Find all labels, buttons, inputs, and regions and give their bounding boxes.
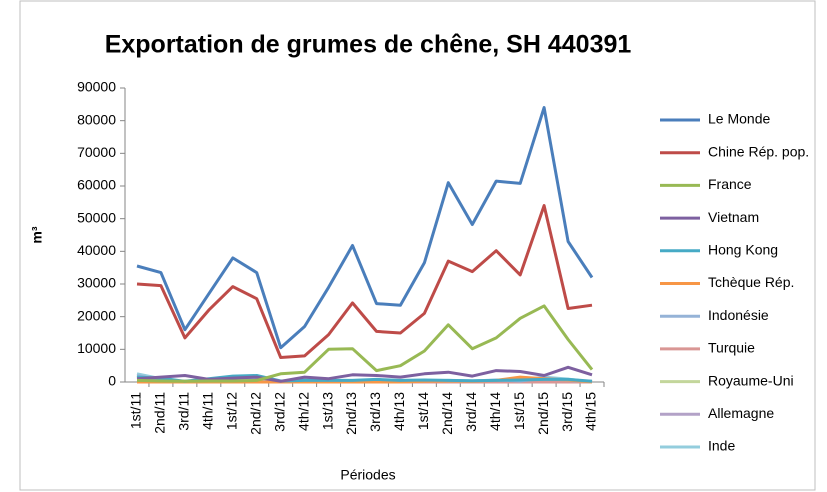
x-tick-label: 4th/15	[583, 392, 599, 431]
y-tick-label: 50000	[77, 209, 116, 225]
x-tick-label: 3rd/11	[176, 392, 192, 431]
legend-label: Hong Kong	[708, 242, 778, 258]
x-tick-label: 1st/14	[415, 392, 431, 430]
series-line	[136, 106, 594, 350]
series-line	[136, 204, 593, 359]
legend-label: Chine Rép. pop.	[708, 143, 809, 159]
y-tick-label: 30000	[77, 275, 116, 291]
legend-label: Royaume-Uni	[708, 372, 794, 388]
y-tick-label: 40000	[77, 242, 116, 258]
y-axis-label: m³	[29, 226, 45, 243]
x-axis-label: Périodes	[340, 467, 395, 483]
y-tick-label: 60000	[77, 177, 116, 193]
legend-label: Vietnam	[708, 209, 759, 225]
legend-label: Turquie	[708, 340, 755, 356]
series-line	[136, 365, 593, 383]
y-tick-label: 20000	[77, 307, 116, 323]
x-tick-label: 4th/12	[295, 392, 311, 431]
x-tick-label: 2nd/11	[152, 392, 168, 434]
x-tick-label: 1st/12	[223, 392, 239, 430]
x-tick-label: 3rd/14	[463, 392, 479, 432]
legend-label: Inde	[708, 438, 735, 454]
x-tick-label: 2nd/12	[247, 392, 263, 435]
y-tick-label: 70000	[77, 144, 116, 160]
legend-label: Allemagne	[708, 405, 774, 421]
x-tick-label: 1st/13	[319, 392, 335, 430]
x-tick-label: 2nd/13	[343, 392, 359, 435]
x-tick-label: 2nd/15	[535, 392, 551, 435]
chart-title: Exportation de grumes de chêne, SH 44039…	[105, 31, 632, 59]
x-tick-label: 1st/15	[511, 392, 527, 430]
y-tick-label: 80000	[77, 111, 116, 127]
x-tick-label: 4th/14	[487, 392, 503, 431]
x-tick-label: 2nd/14	[439, 392, 455, 435]
legend-label: Tchèque Rép.	[708, 274, 794, 290]
y-tick-label: 0	[108, 373, 116, 389]
series-line	[136, 304, 594, 383]
x-tick-label: 4th/13	[391, 392, 407, 431]
legend-label: Indonésie	[708, 307, 769, 323]
x-tick-label: 3rd/15	[559, 392, 575, 432]
y-tick-label: 10000	[77, 340, 116, 356]
x-tick-label: 4th/11	[200, 392, 216, 430]
x-tick-label: 3rd/12	[271, 392, 287, 432]
legend-label: Le Monde	[708, 111, 770, 127]
y-tick-label: 90000	[77, 79, 116, 95]
legend-label: France	[708, 176, 752, 192]
x-tick-label: 1st/11	[128, 392, 144, 429]
chart-frame	[19, 0, 816, 491]
x-tick-label: 3rd/13	[367, 392, 383, 432]
